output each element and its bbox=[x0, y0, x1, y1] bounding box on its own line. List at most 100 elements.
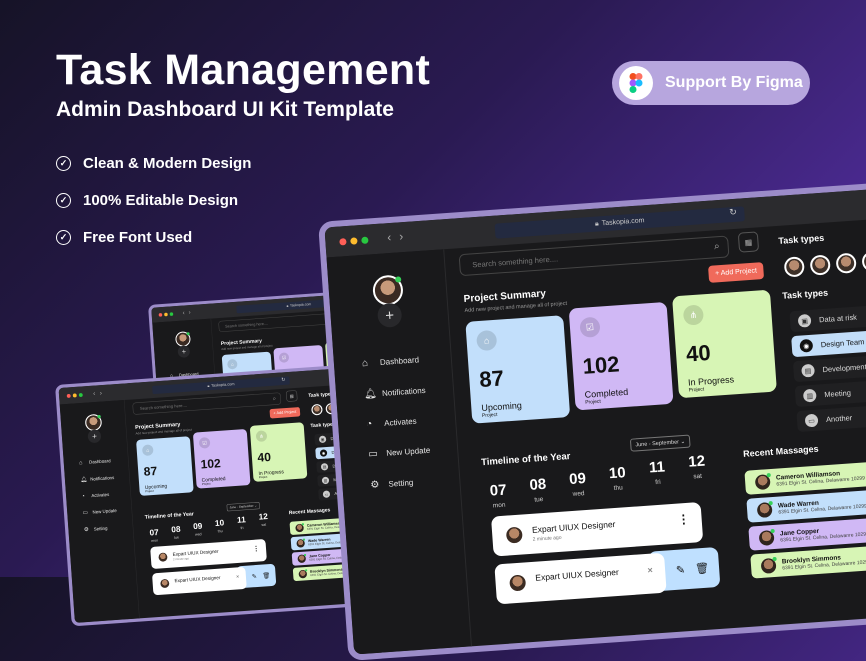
sidebar-item-new-update[interactable]: ▭New Update bbox=[368, 445, 431, 460]
sidebar-item-dashboard[interactable]: ⌂ Dashboard bbox=[79, 458, 111, 466]
reload-icon[interactable]: ↻ bbox=[728, 206, 738, 218]
sidebar-item-setting[interactable]: ⚙Setting bbox=[84, 525, 108, 533]
day-name: mon bbox=[492, 501, 506, 510]
more-vertical-icon[interactable]: ⋮ bbox=[677, 511, 691, 527]
online-indicator bbox=[766, 472, 771, 477]
edit-icon[interactable]: ✎ bbox=[251, 572, 258, 580]
close-dot[interactable] bbox=[66, 393, 71, 398]
monitor-icon: ▭ bbox=[82, 509, 89, 516]
forward-icon[interactable]: › bbox=[99, 388, 107, 397]
summary-card-upcoming[interactable]: ⌂ 87 Upcoming Project bbox=[136, 436, 194, 496]
grid-add-button[interactable]: ▦ bbox=[285, 390, 298, 402]
check-circle-icon: ✓ bbox=[56, 193, 71, 208]
task-card[interactable]: Expart UIUX Designer 2 minute ago ⋮ bbox=[490, 502, 704, 557]
day-number: 07 bbox=[149, 527, 159, 538]
minimize-dot[interactable] bbox=[72, 393, 77, 398]
edit-icon[interactable]: ✎ bbox=[675, 563, 686, 577]
timeline-range-dropdown[interactable]: June - September ⌄ bbox=[629, 434, 691, 452]
task-card[interactable]: Expart UIUX Designer ✕ bbox=[151, 566, 247, 596]
more-vertical-icon[interactable]: ⋮ bbox=[252, 544, 260, 553]
minimize-dot[interactable] bbox=[164, 312, 168, 317]
task-type-icon: ▣ bbox=[318, 435, 327, 444]
team-avatar[interactable] bbox=[809, 254, 831, 276]
summary-card-completed[interactable]: ☑ 102 Completed Project bbox=[568, 301, 674, 411]
sidebar-item-label: Setting bbox=[93, 525, 108, 532]
sidebar-item-dashboard[interactable]: ⌂ Dashboard bbox=[362, 354, 420, 369]
nav-arrows[interactable]: ‹› bbox=[93, 389, 107, 398]
sidebar-item-setting[interactable]: ⚙Setting bbox=[370, 477, 414, 491]
task-type-item[interactable]: ▣ Data at risk bbox=[789, 300, 866, 333]
task-card[interactable]: Expart UIUX Designer ✕ bbox=[494, 552, 667, 605]
timeline-range-dropdown[interactable]: June - September ⌄ bbox=[226, 501, 260, 512]
feature-item: ✓ Free Font Used bbox=[56, 229, 192, 246]
team-avatar[interactable] bbox=[835, 252, 857, 274]
add-button[interactable]: + bbox=[376, 302, 403, 329]
close-icon[interactable]: ✕ bbox=[647, 567, 654, 575]
task-avatar bbox=[160, 578, 170, 589]
sidebar: + ⌂Dashboard 🔔︎Notifications ◔Activates … bbox=[326, 249, 472, 655]
nav-arrows[interactable]: ‹› bbox=[387, 229, 412, 245]
team-avatar[interactable] bbox=[311, 403, 323, 416]
add-button[interactable]: + bbox=[177, 345, 191, 359]
add-project-button[interactable]: + Add Project bbox=[269, 407, 301, 419]
team-avatar[interactable] bbox=[861, 250, 866, 273]
trash-icon[interactable]: 🗑︎ bbox=[694, 562, 710, 576]
timeline-title: Timeline of the Year bbox=[480, 450, 571, 469]
online-indicator bbox=[302, 538, 306, 541]
nav-arrows[interactable]: ‹› bbox=[182, 308, 194, 316]
summary-card-upcoming[interactable]: ⌂ 87 Upcoming Project bbox=[465, 315, 571, 424]
forward-icon[interactable]: › bbox=[398, 228, 412, 244]
sidebar-item-activates[interactable]: ◔ Activates bbox=[81, 491, 109, 499]
minimize-dot[interactable] bbox=[350, 237, 358, 245]
sidebar-item-label: Dashboard bbox=[379, 355, 420, 368]
grid-add-button[interactable]: ▦ bbox=[737, 231, 760, 253]
message-avatar bbox=[760, 556, 777, 574]
add-project-button[interactable]: + Add Project bbox=[708, 262, 765, 283]
close-dot[interactable] bbox=[339, 238, 347, 246]
back-icon[interactable]: ‹ bbox=[386, 229, 400, 245]
close-dot[interactable] bbox=[158, 313, 163, 317]
home-icon: ⌂ bbox=[78, 459, 83, 466]
card-value: 87 bbox=[478, 365, 505, 393]
sidebar-item-new-update[interactable]: ▭New Update bbox=[82, 508, 116, 516]
feature-label: 100% Editable Design bbox=[83, 192, 239, 209]
maximize-dot[interactable] bbox=[169, 312, 174, 317]
gear-icon: ⚙ bbox=[83, 526, 90, 533]
sidebar-item-activates[interactable]: ◔ Activates bbox=[366, 416, 417, 430]
summary-card-in-progress[interactable]: ⋔ 40 In Progress Project bbox=[249, 422, 308, 482]
summary-card-completed[interactable]: ☑ 102 Completed Project bbox=[192, 428, 251, 489]
url-bar[interactable]: 🔒︎ Taskopia.com bbox=[494, 206, 745, 239]
sidebar-item-label: New Update bbox=[385, 445, 431, 458]
task-title: Expart UIUX Designer bbox=[174, 574, 221, 584]
task-type-label: Design Team bbox=[820, 337, 865, 350]
summary-card-in-progress[interactable]: ⋔ 40 In Progress Project bbox=[672, 289, 777, 399]
browser-window: ‹› 🔒︎Taskopia.com ↻ + ⌂ Dashboard 🔔︎Notif… bbox=[318, 174, 866, 661]
reload-icon[interactable]: ↻ bbox=[281, 376, 286, 383]
avatar[interactable] bbox=[371, 274, 404, 307]
figma-badge[interactable]: Support By Figma bbox=[612, 61, 810, 105]
hero-title: Task Management bbox=[56, 46, 431, 94]
add-button[interactable]: + bbox=[87, 429, 102, 444]
maximize-dot[interactable] bbox=[361, 236, 369, 245]
sidebar-item-notifications[interactable]: 🔔︎Notifications bbox=[80, 475, 114, 483]
trash-icon[interactable]: 🗑︎ bbox=[262, 572, 271, 580]
url-bar[interactable]: 🔒︎ Taskopia.com bbox=[152, 376, 290, 395]
team-avatar[interactable] bbox=[783, 256, 805, 278]
sidebar-item-notifications[interactable]: 🔔︎Notifications bbox=[364, 385, 426, 400]
day-number: 09 bbox=[568, 469, 587, 489]
maximize-dot[interactable] bbox=[78, 392, 83, 398]
forward-icon[interactable]: › bbox=[188, 308, 195, 316]
